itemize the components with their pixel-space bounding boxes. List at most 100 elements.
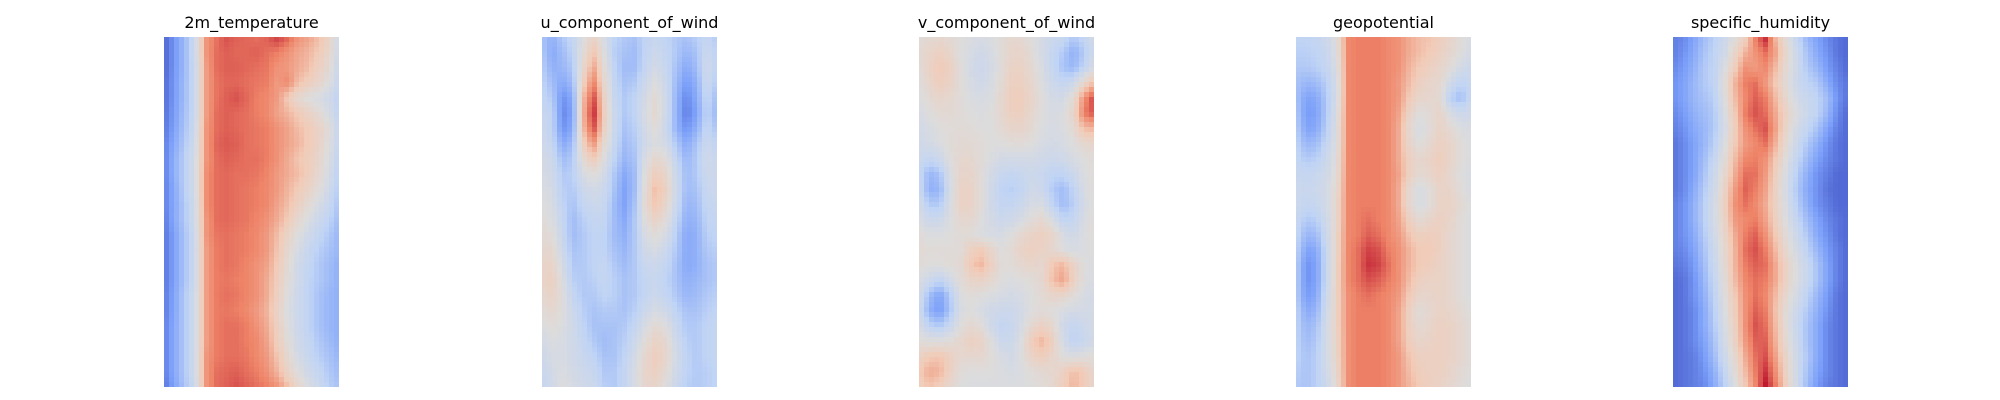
heatmap-cell <box>662 62 668 68</box>
heatmap-cell <box>189 202 195 208</box>
heatmap-cell <box>209 52 215 58</box>
heatmap-cell <box>284 222 290 228</box>
heatmap-cell <box>264 377 270 383</box>
heatmap-cell <box>279 67 285 73</box>
heatmap-cell <box>259 252 265 258</box>
heatmap-cell <box>279 72 285 78</box>
heatmap-cell <box>919 47 925 53</box>
heatmap-cell <box>702 297 708 303</box>
heatmap-cell <box>199 347 205 353</box>
heatmap-cell <box>259 272 265 278</box>
heatmap-cell <box>667 362 673 368</box>
heatmap-cell <box>274 172 280 178</box>
heatmap-cell <box>602 347 608 353</box>
heatmap-cell <box>299 187 305 193</box>
heatmap-cell <box>284 372 290 378</box>
heatmap-cell <box>607 377 613 383</box>
heatmap-cell <box>567 212 573 218</box>
heatmap-cell <box>687 242 693 248</box>
heatmap-cell <box>279 262 285 268</box>
heatmap-cell <box>687 97 693 103</box>
heatmap-cell <box>309 317 315 323</box>
heatmap-cell <box>249 72 255 78</box>
heatmap-cell <box>702 247 708 253</box>
heatmap-cell <box>254 82 260 88</box>
heatmap-cell <box>567 42 573 48</box>
heatmap-cell <box>244 177 250 183</box>
heatmap-cell <box>164 327 170 333</box>
heatmap-cell <box>279 157 285 163</box>
heatmap-cell <box>279 92 285 98</box>
heatmap-cell <box>229 197 235 203</box>
heatmap-cell <box>199 122 205 128</box>
heatmap-cell <box>199 172 205 178</box>
heatmap-cell <box>249 82 255 88</box>
heatmap-cell <box>299 167 305 173</box>
heatmap-cell <box>547 312 553 318</box>
heatmap-cell <box>577 312 583 318</box>
heatmap-cell <box>627 302 633 308</box>
heatmap-cell <box>692 137 698 143</box>
heatmap-cell <box>552 367 558 373</box>
heatmap-cell <box>314 162 320 168</box>
heatmap-cell <box>667 232 673 238</box>
heatmap-cell <box>627 232 633 238</box>
heatmap-cell <box>204 182 210 188</box>
heatmap-cell <box>299 67 305 73</box>
heatmap-cell <box>582 87 588 93</box>
heatmap-cell <box>542 227 548 233</box>
heatmap-cell <box>329 332 335 338</box>
heatmap-cell <box>552 67 558 73</box>
heatmap-cell <box>572 227 578 233</box>
heatmap-cell <box>254 127 260 133</box>
heatmap-cell <box>552 127 558 133</box>
heatmap-cell <box>169 47 175 53</box>
heatmap-cell <box>269 277 275 283</box>
heatmap-cell <box>174 192 180 198</box>
heatmap-cell <box>547 222 553 228</box>
heatmap-cell <box>194 352 200 358</box>
heatmap-cell <box>314 77 320 83</box>
heatmap-cell <box>239 87 245 93</box>
heatmap-cell <box>264 37 270 43</box>
heatmap-cell <box>622 187 628 193</box>
heatmap-cell <box>169 187 175 193</box>
heatmap-cell <box>617 357 623 363</box>
heatmap-cell <box>547 322 553 328</box>
heatmap-cell <box>577 197 583 203</box>
heatmap-cell <box>577 307 583 313</box>
heatmap-cell <box>632 37 638 43</box>
heatmap-cell <box>627 247 633 253</box>
heatmap-cell <box>304 377 310 383</box>
heatmap-cell <box>702 77 708 83</box>
heatmap-cell <box>189 172 195 178</box>
heatmap-cell <box>244 227 250 233</box>
heatmap-cell <box>329 52 335 58</box>
heatmap-cell <box>284 172 290 178</box>
heatmap-cell <box>239 352 245 358</box>
heatmap-cell <box>179 312 185 318</box>
heatmap-cell <box>662 122 668 128</box>
heatmap-cell <box>224 162 230 168</box>
heatmap-cell <box>687 217 693 223</box>
heatmap-cell <box>304 142 310 148</box>
heatmap-cell <box>194 287 200 293</box>
heatmap-cell <box>324 267 330 273</box>
heatmap-cell <box>642 192 648 198</box>
heatmap-cell <box>164 267 170 273</box>
heatmap-cell <box>692 307 698 313</box>
heatmap-cell <box>577 82 583 88</box>
heatmap-cell <box>169 372 175 378</box>
heatmap-cell <box>334 287 339 293</box>
heatmap-cell <box>184 317 190 323</box>
heatmap-cell <box>249 77 255 83</box>
heatmap-cell <box>602 367 608 373</box>
heatmap-cell <box>567 257 573 263</box>
heatmap-cell <box>209 327 215 333</box>
heatmap-cell <box>637 47 643 53</box>
heatmap-cell <box>174 127 180 133</box>
heatmap-cell <box>334 132 339 138</box>
heatmap-cell <box>224 342 230 348</box>
heatmap-cell <box>587 332 593 338</box>
heatmap-cell <box>194 107 200 113</box>
